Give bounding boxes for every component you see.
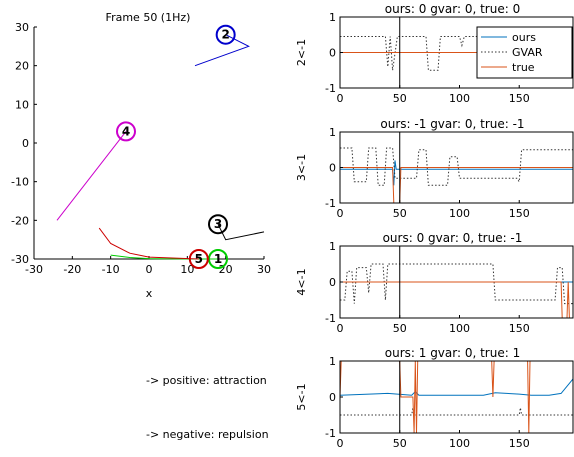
panel-3-x-tick-label: 100	[449, 322, 470, 335]
agent-4-trail	[56, 131, 127, 221]
agent-1-marker	[208, 249, 228, 269]
trajectory-y-tick-label: 30	[15, 21, 29, 34]
trajectory-x-tick-label: -10	[102, 263, 120, 276]
panel-3-x-tick-label: 50	[393, 322, 407, 335]
trajectory-y-tick-label: 10	[15, 98, 29, 111]
panel-3-y-tick-label: 0	[329, 276, 336, 289]
panel-2-y-tick-label: 1	[329, 126, 336, 139]
agent-3-trail	[217, 223, 265, 241]
panel-2-y-label: 3<-1	[295, 154, 308, 181]
panel-1-y-label: 2<-1	[295, 39, 308, 66]
panel-3-series-true	[340, 281, 573, 318]
agent-3-label: 3	[214, 217, 222, 231]
panel-4-x-tick-label: 150	[509, 437, 530, 450]
panel-4-y-tick-label: 1	[329, 355, 336, 368]
panel-4-x-tick-label: 0	[337, 437, 344, 450]
note-negative: -> negative: repulsion	[146, 428, 269, 441]
trajectory-x-tick-label: -30	[25, 263, 43, 276]
trajectory-y-tick-label: -10	[11, 176, 29, 189]
legend-label-ours: ours	[512, 31, 536, 44]
panel-3-series-gvar	[340, 263, 573, 305]
panel-3-x-tick-label: 150	[509, 322, 530, 335]
panel-3-y-tick-label: -1	[325, 312, 336, 325]
agent-5-trail	[98, 227, 199, 260]
panel-2-series-gvar	[340, 147, 573, 186]
panel-3-x-tick-label: 0	[337, 322, 344, 335]
panel-4-series-true	[340, 361, 573, 433]
panel-4-y-tick-label: 0	[329, 391, 336, 404]
panel-4-y-tick-label: -1	[325, 427, 336, 440]
agent-5-marker	[188, 249, 209, 269]
agent-2-marker	[215, 24, 236, 45]
panel-3-title: ours: 0 gvar: 0, true: -1	[383, 231, 523, 245]
agent-4-marker	[116, 121, 136, 142]
panel-2-x-tick-label: 100	[449, 207, 470, 220]
trajectory-y-tick-label: 0	[22, 137, 29, 150]
panel-1-x-tick-label: 0	[337, 92, 344, 105]
note-positive: -> positive: attraction	[146, 374, 267, 387]
trajectory-x-tick-label: 10	[180, 263, 194, 276]
legend-label-true: true	[512, 61, 535, 74]
panel-4-x-tick-label: 100	[449, 437, 470, 450]
trajectory-x-tick-label: -20	[63, 263, 81, 276]
panel-4-series-ours	[340, 378, 573, 396]
agent-1-label: 1	[214, 252, 222, 266]
trajectory-y-tick-label: -20	[11, 214, 29, 227]
trajectory-y-tick-label: -30	[11, 253, 29, 266]
panel-1-x-tick-label: 50	[393, 92, 407, 105]
panel-1-x-tick-label: 100	[449, 92, 470, 105]
panel-4-series-gvar	[340, 407, 573, 416]
panel-1-title: ours: 0 gvar: 0, true: 0	[385, 2, 520, 16]
panel-3-y-label: 4<-1	[295, 268, 308, 295]
panel-2-y-tick-label: 0	[329, 162, 336, 175]
panel-4-y-label: 5<-1	[295, 383, 308, 410]
panel-2-title: ours: -1 gvar: 0, true: -1	[380, 117, 524, 131]
trajectory-y-tick-label: 20	[15, 60, 29, 73]
panel-2-series-ours	[340, 160, 573, 186]
legend-label-gvar: GVAR	[512, 46, 543, 59]
panel-1-y-tick-label: 1	[329, 11, 336, 24]
trajectory-x-label: x	[146, 287, 153, 300]
agent-5-label: 5	[195, 252, 203, 266]
agent-4-label: 4	[122, 124, 130, 138]
panel-4-title: ours: 1 gvar: 0, true: 1	[385, 346, 520, 360]
panel-2-y-tick-label: -1	[325, 197, 336, 210]
panel-1-x-tick-label: 150	[509, 92, 530, 105]
panel-2-x-tick-label: 150	[509, 207, 530, 220]
panel-1-y-tick-label: 0	[329, 47, 336, 60]
trajectory-x-tick-label: 30	[257, 263, 271, 276]
panel-1-y-tick-label: -1	[325, 82, 336, 95]
panel-2-x-tick-label: 0	[337, 207, 344, 220]
panel-2-series-true	[340, 167, 573, 203]
agent-3-marker	[208, 214, 228, 235]
agent-2-label: 2	[221, 28, 229, 42]
panel-4-x-tick-label: 50	[393, 437, 407, 450]
panel-3-y-tick-label: 1	[329, 240, 336, 253]
panel-1-series-gvar	[340, 36, 573, 71]
trajectory-x-tick-label: 0	[146, 263, 153, 276]
trajectory-title: Frame 50 (1Hz)	[106, 11, 191, 24]
panel-2-x-tick-label: 50	[393, 207, 407, 220]
panel-4-frame	[339, 360, 574, 434]
